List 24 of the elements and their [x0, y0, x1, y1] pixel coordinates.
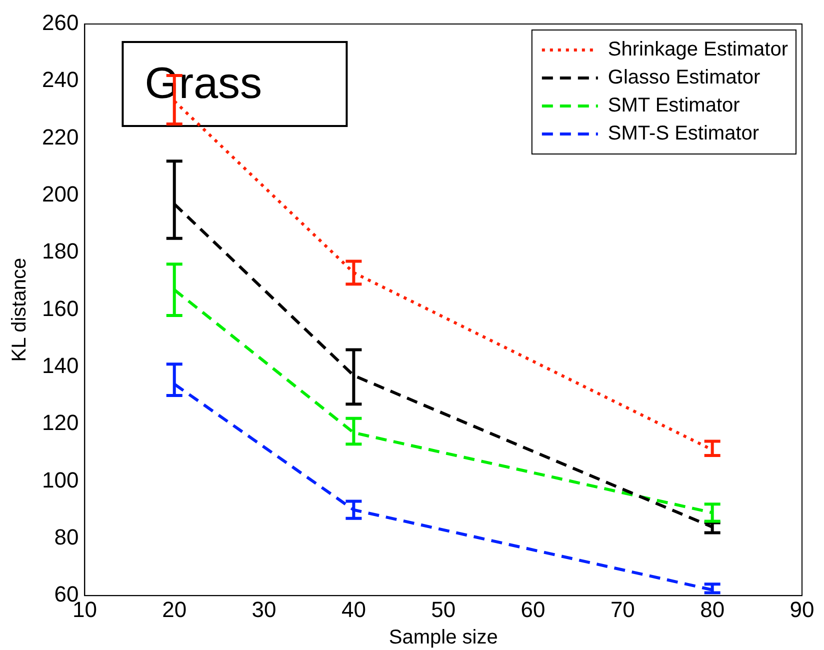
x-tick-label: 80	[700, 596, 725, 622]
x-tick-label: 30	[252, 596, 276, 622]
legend-label: SMT Estimator	[608, 94, 740, 117]
x-tick-label: 50	[431, 596, 456, 622]
y-tick-label: 100	[42, 467, 79, 492]
y-tick-label: 160	[42, 296, 79, 321]
y-tick-label: 140	[42, 353, 79, 378]
y-tick-label: 220	[42, 124, 79, 150]
legend-label: Glasso Estimator	[608, 66, 761, 89]
x-tick-label: 40	[341, 596, 366, 622]
legend-label: SMT-S Estimator	[608, 122, 760, 145]
y-tick-label: 260	[42, 10, 79, 36]
y-tick-label: 120	[42, 410, 79, 436]
x-tick-label: 20	[162, 596, 187, 622]
x-axis-title: Sample size	[388, 626, 498, 649]
x-tick-label: 60	[520, 596, 546, 622]
y-tick-label: 200	[42, 182, 79, 207]
y-tick-label: 80	[54, 524, 79, 550]
y-tick-label: 180	[42, 238, 79, 264]
y-tick-label: 240	[42, 67, 79, 92]
legend-label: Shrinkage Estimator	[608, 38, 788, 61]
y-axis-title: KL distance	[8, 258, 31, 362]
x-tick-label: 90	[790, 596, 814, 622]
x-tick-label: 70	[610, 596, 635, 622]
